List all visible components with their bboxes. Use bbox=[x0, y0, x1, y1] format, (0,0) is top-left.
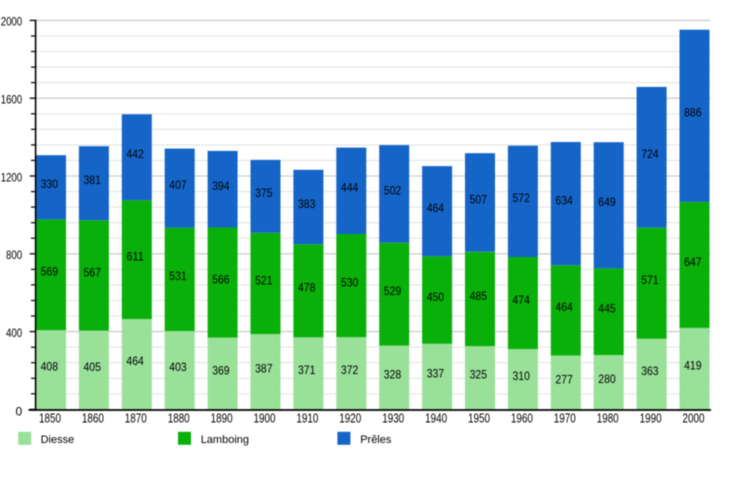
svg-text:403: 403 bbox=[169, 360, 187, 374]
svg-text:649: 649 bbox=[598, 195, 616, 209]
svg-text:330: 330 bbox=[41, 177, 59, 191]
svg-text:407: 407 bbox=[169, 178, 187, 192]
svg-text:444: 444 bbox=[341, 181, 359, 195]
svg-text:310: 310 bbox=[513, 369, 531, 383]
svg-text:Diesse: Diesse bbox=[41, 434, 75, 446]
svg-text:1200: 1200 bbox=[1, 170, 23, 184]
svg-text:1970: 1970 bbox=[554, 412, 576, 426]
svg-text:502: 502 bbox=[384, 184, 402, 198]
svg-text:724: 724 bbox=[641, 147, 659, 161]
svg-text:408: 408 bbox=[41, 360, 59, 374]
svg-text:1920: 1920 bbox=[339, 412, 361, 426]
svg-text:280: 280 bbox=[598, 372, 616, 386]
svg-text:1980: 1980 bbox=[597, 412, 619, 426]
svg-text:381: 381 bbox=[84, 173, 102, 187]
svg-text:1850: 1850 bbox=[39, 412, 61, 426]
svg-text:474: 474 bbox=[513, 293, 531, 307]
svg-text:1870: 1870 bbox=[125, 412, 147, 426]
svg-text:375: 375 bbox=[255, 186, 273, 200]
svg-text:1900: 1900 bbox=[254, 412, 276, 426]
svg-text:1950: 1950 bbox=[468, 412, 490, 426]
svg-text:567: 567 bbox=[84, 265, 102, 279]
svg-text:531: 531 bbox=[169, 269, 187, 283]
svg-text:1960: 1960 bbox=[511, 412, 533, 426]
svg-text:611: 611 bbox=[126, 250, 144, 264]
svg-text:372: 372 bbox=[341, 363, 359, 377]
svg-text:383: 383 bbox=[298, 197, 316, 211]
svg-text:507: 507 bbox=[470, 192, 488, 206]
svg-text:442: 442 bbox=[126, 147, 144, 161]
svg-text:0: 0 bbox=[16, 404, 23, 418]
svg-text:394: 394 bbox=[212, 179, 230, 193]
svg-text:1600: 1600 bbox=[1, 93, 23, 107]
svg-text:464: 464 bbox=[126, 354, 144, 368]
svg-text:Lamboing: Lamboing bbox=[201, 434, 249, 446]
svg-text:1940: 1940 bbox=[425, 412, 447, 426]
svg-text:800: 800 bbox=[6, 248, 22, 262]
svg-text:572: 572 bbox=[513, 191, 531, 205]
svg-text:405: 405 bbox=[84, 360, 102, 374]
svg-text:2000: 2000 bbox=[1, 15, 23, 29]
svg-text:363: 363 bbox=[641, 364, 659, 378]
svg-text:445: 445 bbox=[598, 302, 616, 316]
svg-text:634: 634 bbox=[555, 193, 573, 207]
svg-text:1990: 1990 bbox=[640, 412, 662, 426]
svg-text:529: 529 bbox=[384, 284, 402, 298]
svg-text:1860: 1860 bbox=[82, 412, 104, 426]
svg-text:571: 571 bbox=[641, 273, 659, 287]
svg-text:328: 328 bbox=[384, 367, 402, 381]
svg-text:464: 464 bbox=[555, 300, 573, 314]
svg-text:277: 277 bbox=[555, 372, 573, 386]
svg-text:521: 521 bbox=[255, 273, 273, 287]
svg-text:400: 400 bbox=[6, 326, 22, 340]
svg-text:464: 464 bbox=[427, 201, 445, 215]
svg-text:369: 369 bbox=[212, 363, 230, 377]
svg-text:337: 337 bbox=[427, 366, 445, 380]
svg-text:419: 419 bbox=[684, 359, 702, 373]
svg-text:530: 530 bbox=[341, 275, 359, 289]
svg-text:371: 371 bbox=[298, 363, 316, 377]
svg-text:1930: 1930 bbox=[382, 412, 404, 426]
svg-text:387: 387 bbox=[255, 362, 273, 376]
svg-text:485: 485 bbox=[470, 289, 488, 303]
svg-text:1910: 1910 bbox=[296, 412, 318, 426]
svg-text:566: 566 bbox=[212, 272, 230, 286]
svg-text:1890: 1890 bbox=[211, 412, 233, 426]
svg-text:647: 647 bbox=[684, 255, 702, 269]
svg-text:478: 478 bbox=[298, 281, 316, 295]
svg-text:450: 450 bbox=[427, 290, 445, 304]
svg-text:325: 325 bbox=[470, 368, 488, 382]
svg-text:886: 886 bbox=[684, 106, 702, 120]
svg-text:Prêles: Prêles bbox=[360, 434, 392, 446]
svg-text:2000: 2000 bbox=[683, 412, 705, 426]
svg-text:569: 569 bbox=[41, 265, 59, 279]
svg-text:1880: 1880 bbox=[168, 412, 190, 426]
